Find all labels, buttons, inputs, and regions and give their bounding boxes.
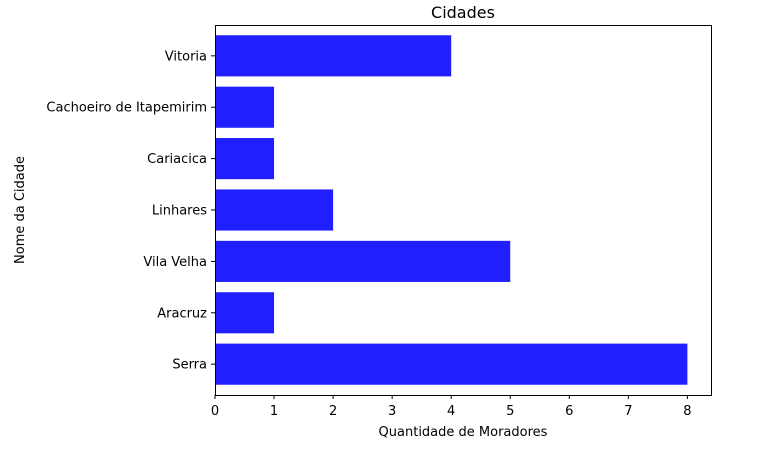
x-tick-label: 2 (329, 404, 337, 419)
bar (215, 138, 275, 180)
x-tick-label: 1 (270, 404, 278, 419)
plot-frame (215, 25, 712, 396)
y-tick-label: Aracruz (157, 306, 207, 321)
y-tick-label: Cachoeiro de Itapemirim (46, 101, 207, 116)
y-axis-title: Nome da Cidade (13, 156, 28, 264)
y-tick-label: Cariacica (147, 152, 207, 167)
y-tick-label: Serra (172, 358, 207, 373)
bar (215, 35, 452, 77)
x-tick-label: 0 (211, 404, 219, 419)
bar (215, 189, 334, 231)
x-tick-label: 4 (447, 404, 455, 419)
bar (215, 86, 275, 128)
y-axis-ticks: Serra Aracruz Vila Velha Linhares Cariacica C… (46, 49, 215, 373)
y-tick-label: Linhares (152, 204, 207, 219)
bar (215, 292, 275, 334)
x-tick-label: 8 (683, 404, 691, 419)
y-tick-label: Vitoria (165, 49, 207, 64)
bar (215, 240, 511, 282)
bar (215, 343, 688, 385)
x-tick-label: 6 (565, 404, 573, 419)
x-axis-ticks: 0 1 2 3 4 5 6 7 8 (211, 395, 692, 419)
x-tick-label: 7 (624, 404, 632, 419)
x-tick-label: 5 (506, 404, 514, 419)
y-tick-label: Vila Velha (143, 255, 207, 270)
x-tick-label: 3 (388, 404, 396, 419)
bars-group (215, 35, 688, 385)
chart-title: Cidades (431, 3, 495, 22)
x-axis-title: Quantidade de Moradores (379, 425, 548, 440)
